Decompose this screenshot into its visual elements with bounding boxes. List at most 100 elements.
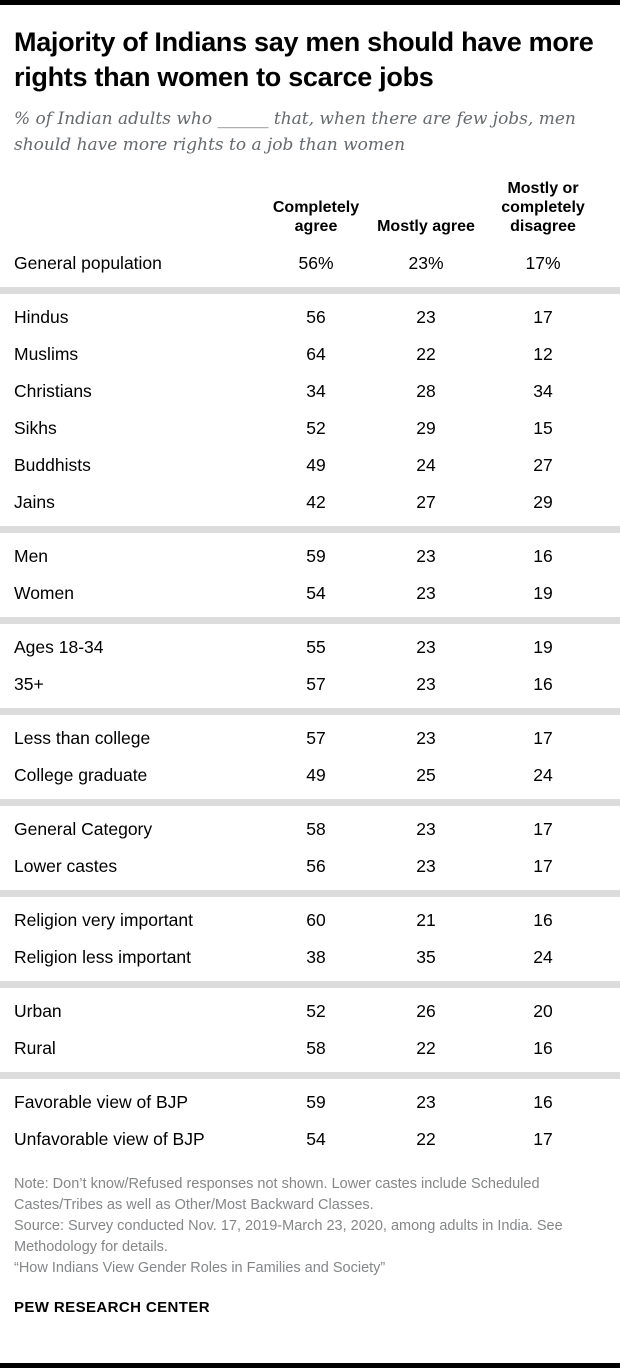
group-divider — [0, 980, 620, 988]
value-cell: 29 — [416, 417, 436, 438]
value-cell: 23 — [416, 636, 436, 657]
value-cell: 17% — [525, 252, 561, 273]
row-label: General Category — [14, 818, 153, 839]
column-header-completely-agree: Completely agree — [272, 199, 360, 235]
value-cell: 20 — [533, 1000, 553, 1021]
value-cell: 55 — [306, 636, 326, 657]
value-cell: 56 — [306, 855, 326, 876]
value-cell: 15 — [533, 417, 553, 438]
value-cell: 23 — [416, 818, 436, 839]
value-cell: 22 — [416, 1037, 436, 1058]
row-label: Ages 18-34 — [14, 636, 104, 657]
row-label: Men — [14, 545, 49, 566]
value-cell: 42 — [306, 491, 326, 512]
value-cell: 56% — [298, 252, 334, 273]
group-divider — [0, 286, 620, 294]
row-label: Less than college — [14, 727, 151, 748]
row-label: Hindus — [14, 306, 69, 327]
table-row: General population 56% 23% 17% — [14, 245, 606, 282]
row-label: Unfavorable view of BJP — [14, 1128, 205, 1149]
value-cell: 12 — [533, 343, 553, 364]
table-row: Less than college 57 23 17 — [14, 720, 606, 757]
value-cell: 17 — [533, 855, 553, 876]
value-cell: 26 — [416, 1000, 436, 1021]
value-cell: 59 — [306, 545, 326, 566]
value-cell: 34 — [306, 380, 326, 401]
content-area: Majority of Indians say men should have … — [0, 5, 620, 1316]
value-cell: 23 — [416, 582, 436, 603]
value-cell: 58 — [306, 1037, 326, 1058]
value-cell: 35 — [416, 946, 436, 967]
bottom-border — [0, 1363, 620, 1368]
value-cell: 49 — [306, 454, 326, 475]
value-cell: 23 — [416, 855, 436, 876]
table-row: Ages 18-34 55 23 19 — [14, 629, 606, 666]
value-cell: 17 — [533, 306, 553, 327]
value-cell: 21 — [416, 909, 436, 930]
footnotes: Note: Don’t know/Refused responses not s… — [14, 1174, 606, 1279]
value-cell: 27 — [416, 491, 436, 512]
value-cell: 52 — [306, 417, 326, 438]
value-cell: 22 — [416, 343, 436, 364]
value-cell: 54 — [306, 582, 326, 603]
value-cell: 60 — [306, 909, 326, 930]
row-label: Urban — [14, 1000, 62, 1021]
table-row: Lower castes 56 23 17 — [14, 848, 606, 885]
value-cell: 59 — [306, 1091, 326, 1112]
value-cell: 22 — [416, 1128, 436, 1149]
value-cell: 19 — [533, 636, 553, 657]
group-divider — [0, 889, 620, 897]
column-header-mostly-agree: Mostly agree — [377, 217, 475, 235]
value-cell: 52 — [306, 1000, 326, 1021]
value-cell: 16 — [533, 909, 553, 930]
value-cell: 28 — [416, 380, 436, 401]
table-row: Rural 58 22 16 — [14, 1030, 606, 1067]
table-row: Unfavorable view of BJP 54 22 17 — [14, 1121, 606, 1158]
value-cell: 54 — [306, 1128, 326, 1149]
value-cell: 38 — [306, 946, 326, 967]
value-cell: 23 — [416, 306, 436, 327]
table-row: Women 54 23 19 — [14, 575, 606, 612]
table-row: Muslims 64 22 12 — [14, 336, 606, 373]
top-border — [0, 0, 620, 5]
table-row: Religion very important 60 21 16 — [14, 902, 606, 939]
table-row: Religion less important 38 35 24 — [14, 939, 606, 976]
page-title: Majority of Indians say men should have … — [14, 27, 594, 93]
value-cell: 24 — [533, 946, 553, 967]
table-row: College graduate 49 25 24 — [14, 757, 606, 794]
table-row: Sikhs 52 29 15 — [14, 410, 606, 447]
value-cell: 16 — [533, 1037, 553, 1058]
source-text: Source: Survey conducted Nov. 17, 2019-M… — [14, 1217, 563, 1255]
row-label: College graduate — [14, 764, 148, 785]
value-cell: 58 — [306, 818, 326, 839]
value-cell: 27 — [533, 454, 553, 475]
value-cell: 23 — [416, 673, 436, 694]
group-divider — [0, 798, 620, 806]
table-row: General Category 58 23 17 — [14, 811, 606, 848]
group-divider — [0, 525, 620, 533]
table-row: Buddhists 49 24 27 — [14, 447, 606, 484]
table-row: Urban 52 26 20 — [14, 993, 606, 1030]
chart-subtitle: % of Indian adults who ______ that, when… — [14, 109, 576, 155]
row-label: Christians — [14, 380, 92, 401]
value-cell: 23 — [416, 1091, 436, 1112]
value-cell: 16 — [533, 1091, 553, 1112]
value-cell: 17 — [533, 1128, 553, 1149]
value-cell: 24 — [533, 764, 553, 785]
row-label: Religion less important — [14, 946, 192, 967]
table-row: 35+ 57 23 16 — [14, 666, 606, 703]
row-label: Religion very important — [14, 909, 193, 930]
value-cell: 19 — [533, 582, 553, 603]
value-cell: 23 — [416, 727, 436, 748]
value-cell: 57 — [306, 673, 326, 694]
value-cell: 57 — [306, 727, 326, 748]
row-label: Rural — [14, 1037, 56, 1058]
report-title-text: “How Indians View Gender Roles in Famili… — [14, 1259, 386, 1276]
row-label: Favorable view of BJP — [14, 1091, 189, 1112]
table-row: Men 59 23 16 — [14, 538, 606, 575]
group-divider — [0, 1071, 620, 1079]
value-cell: 25 — [416, 764, 436, 785]
row-label: General population — [14, 252, 162, 273]
table-row: Jains 42 27 29 — [14, 484, 606, 521]
